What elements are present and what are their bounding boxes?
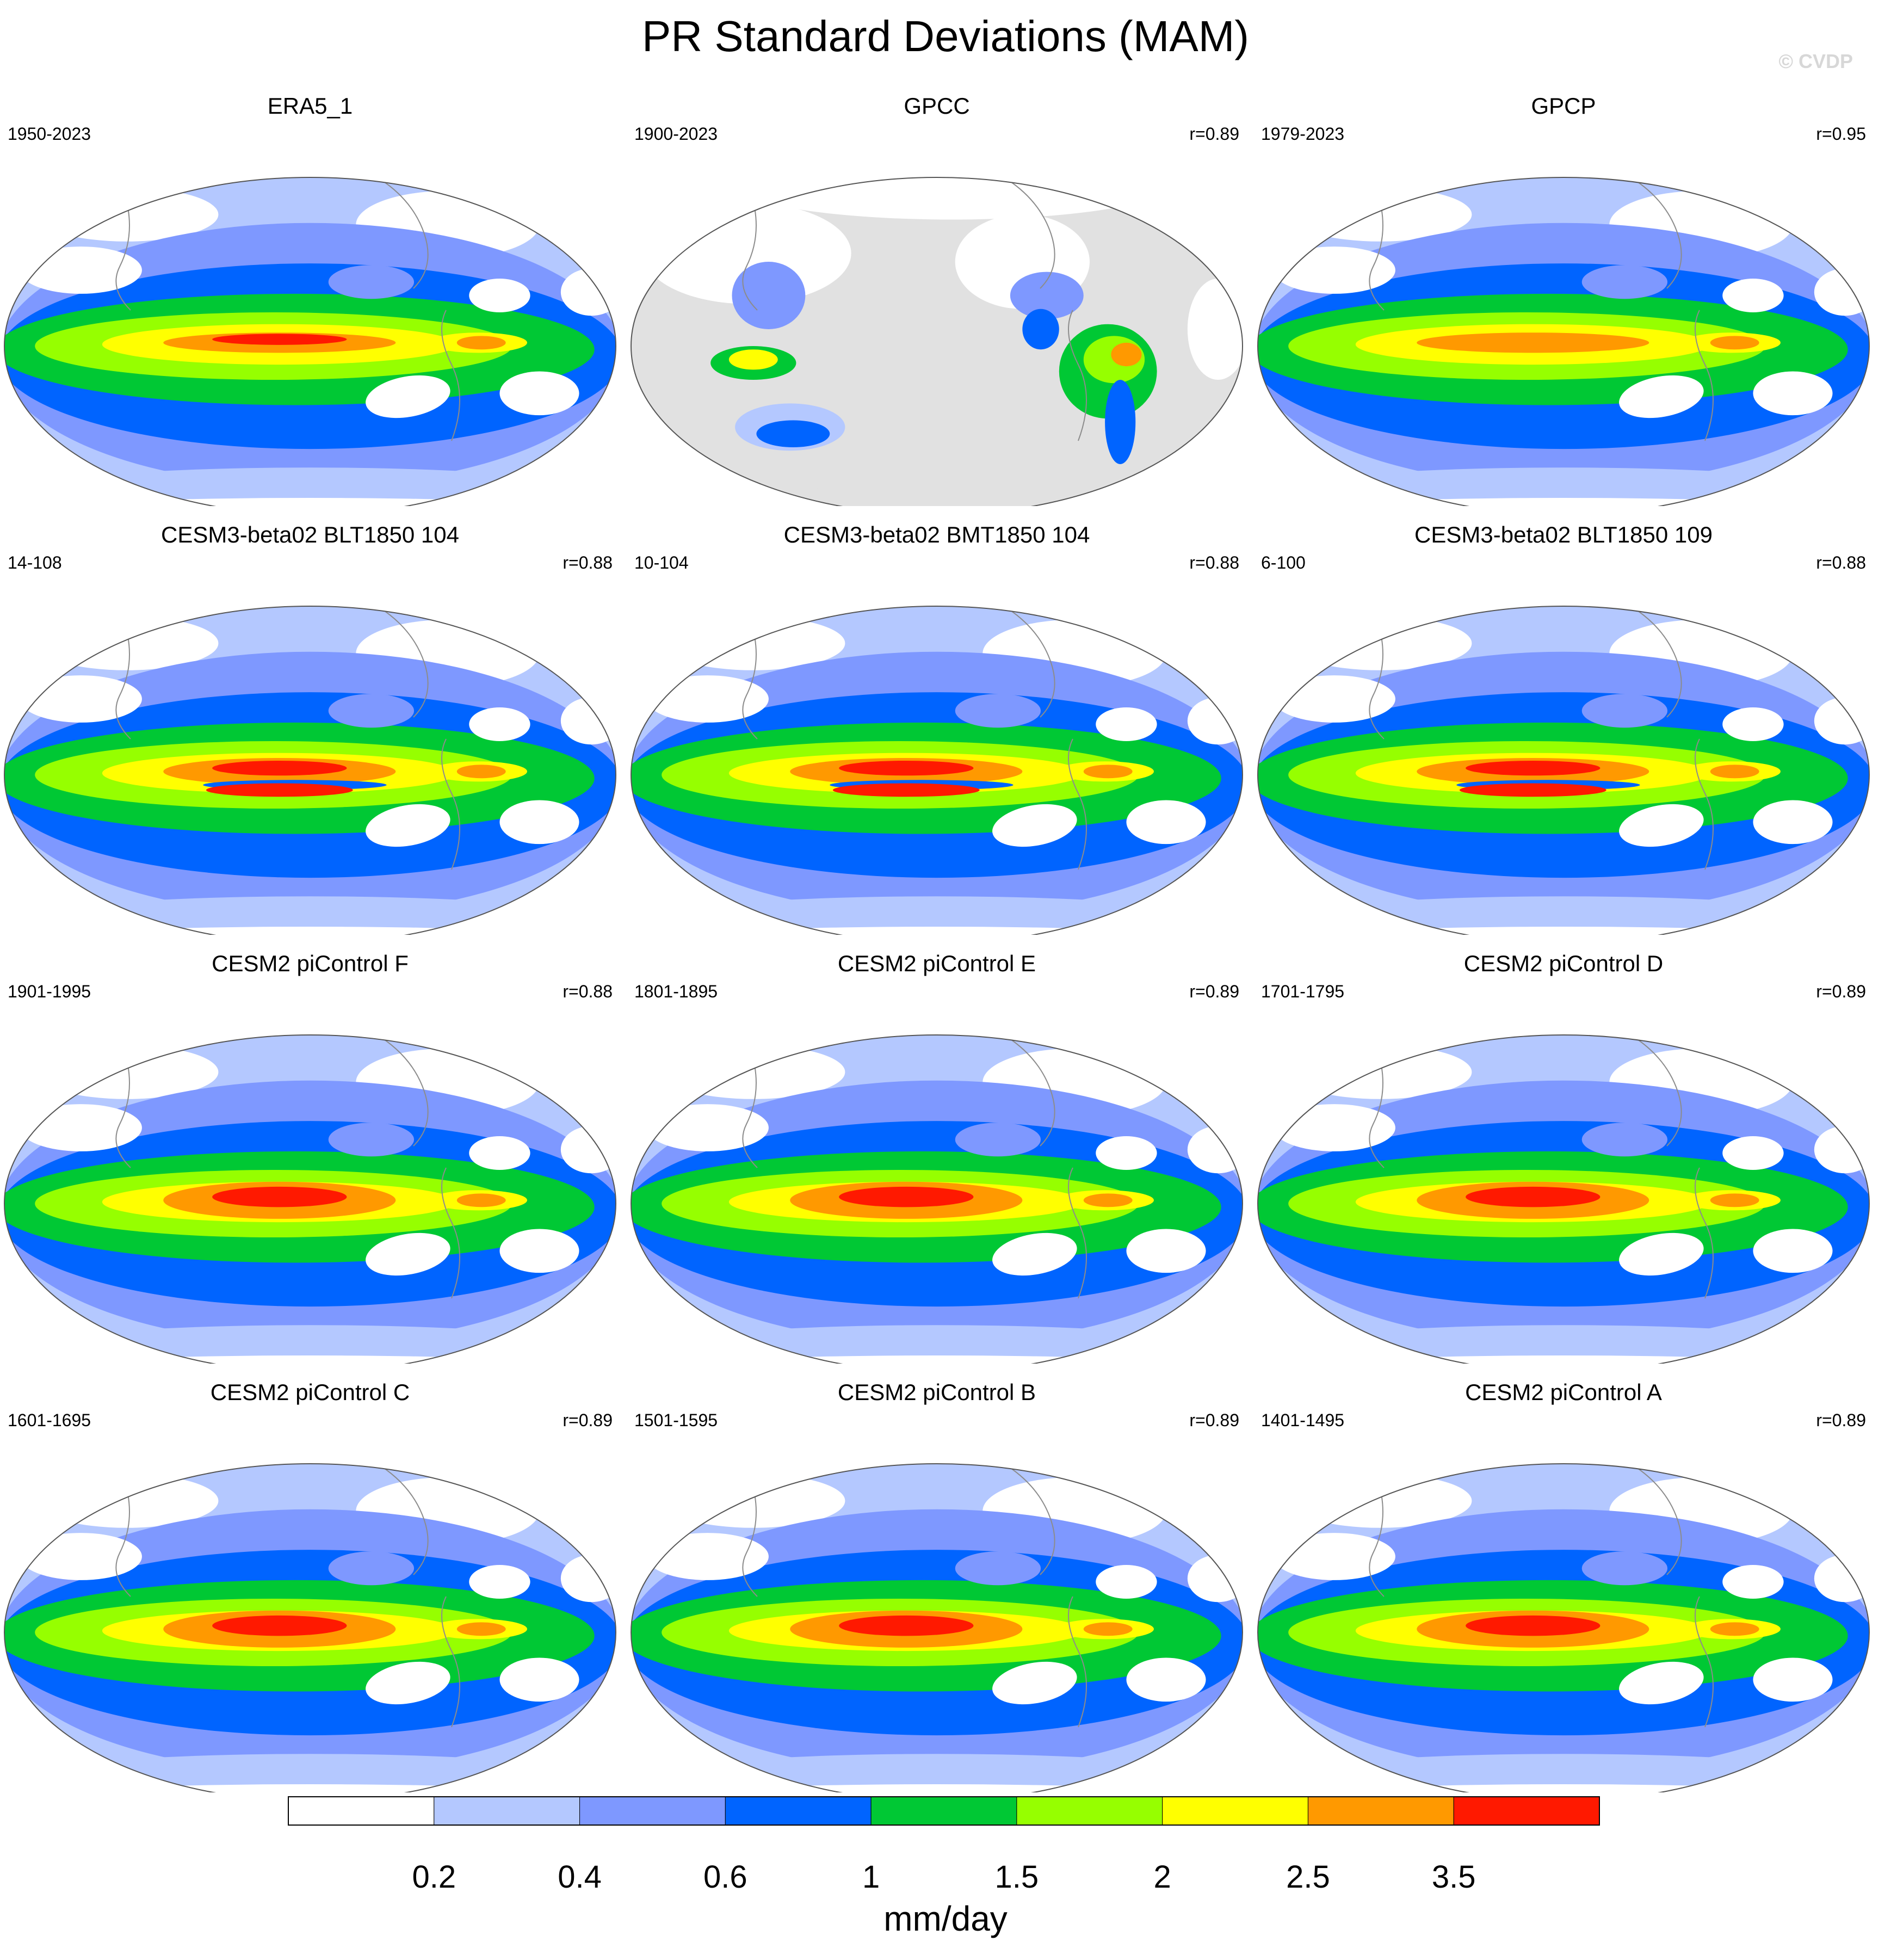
panel-correlation: r=0.88 xyxy=(1189,553,1239,572)
colorbar-tick-label: 1.5 xyxy=(994,1859,1039,1895)
panel-correlation: r=0.89 xyxy=(1816,1410,1866,1430)
panel-title: GPCC xyxy=(904,93,970,119)
map-panel: CESM2 piControl F 1901-1995 r=0.88 xyxy=(0,950,620,1364)
map-plot xyxy=(4,1463,616,1792)
panel-years: 14-108 xyxy=(8,553,62,572)
panel-title: ERA5_1 xyxy=(267,93,353,119)
panel-title: CESM2 piControl D xyxy=(1463,951,1664,976)
panel-years: 6-100 xyxy=(1261,553,1306,572)
panel-years: 1501-1595 xyxy=(634,1410,718,1430)
panel-title: CESM2 piControl A xyxy=(1465,1379,1662,1405)
panel-title: CESM2 piControl E xyxy=(837,951,1036,976)
map-panel: CESM2 piControl B 1501-1595 r=0.89 xyxy=(627,1379,1247,1792)
panel-title: CESM3-beta02 BLT1850 109 xyxy=(1414,522,1713,547)
map-plot xyxy=(4,177,616,506)
map-panel: CESM2 piControl E 1801-1895 r=0.89 xyxy=(627,950,1247,1364)
map-plot xyxy=(1257,1034,1870,1364)
colorbar-box xyxy=(434,1796,580,1826)
colorbar-tick-label: 2 xyxy=(1153,1859,1171,1895)
figure-title: PR Standard Deviations (MAM) xyxy=(642,12,1249,60)
panel-years: 1701-1795 xyxy=(1261,982,1345,1001)
map-panel: GPCP 1979-2023 r=0.95 xyxy=(1253,93,1874,506)
map-plot xyxy=(1257,177,1870,506)
panel-title: GPCP xyxy=(1531,93,1596,119)
map-panel: CESM3-beta02 BMT1850 104 10-104 r=0.88 xyxy=(627,521,1247,935)
colorbar-tick-label: 2.5 xyxy=(1286,1859,1330,1895)
panel-title: CESM2 piControl B xyxy=(837,1379,1036,1405)
map-plot xyxy=(631,1463,1243,1792)
panel-correlation: r=0.89 xyxy=(1816,982,1866,1001)
colorbar-box xyxy=(288,1796,435,1826)
colorbar-tick-label: 1 xyxy=(862,1859,880,1895)
panel-title: CESM2 piControl C xyxy=(210,1379,410,1405)
panel-years: 1979-2023 xyxy=(1261,124,1345,144)
map-plot xyxy=(4,606,616,935)
panel-years: 1801-1895 xyxy=(634,982,718,1001)
panel-correlation: r=0.89 xyxy=(1189,124,1239,144)
panel-title: CESM3-beta02 BMT1850 104 xyxy=(783,522,1090,547)
colorbar-box xyxy=(1453,1796,1600,1826)
map-plot xyxy=(4,1034,616,1364)
panel-correlation: r=0.89 xyxy=(563,1410,613,1430)
map-plot xyxy=(631,1034,1243,1364)
panel-correlation: r=0.89 xyxy=(1189,1410,1239,1430)
map-panel: CESM2 piControl A 1401-1495 r=0.89 xyxy=(1253,1379,1874,1792)
colorbar-units: mm/day xyxy=(883,1899,1008,1938)
map-panel: CESM3-beta02 BLT1850 104 14-108 r=0.88 xyxy=(0,521,620,935)
panel-correlation: r=0.88 xyxy=(563,553,613,572)
colorbar-box xyxy=(1162,1796,1308,1826)
panel-years: 1901-1995 xyxy=(8,982,91,1001)
panel-correlation: r=0.88 xyxy=(1816,553,1866,572)
map-panel: CESM2 piControl C 1601-1695 r=0.89 xyxy=(0,1379,620,1792)
map-plot xyxy=(631,606,1243,935)
colorbar-box xyxy=(579,1796,726,1826)
panel-years: 1601-1695 xyxy=(8,1410,91,1430)
colorbar-tick-label: 0.4 xyxy=(558,1859,602,1895)
map-panel: ERA5_1 1950-2023 xyxy=(0,93,620,506)
colorbar-tick-label: 0.2 xyxy=(412,1859,456,1895)
panel-years: 1950-2023 xyxy=(8,124,91,144)
map-panel: CESM3-beta02 BLT1850 109 6-100 r=0.88 xyxy=(1253,521,1874,935)
map-panel: CESM2 piControl D 1701-1795 r=0.89 xyxy=(1253,950,1874,1364)
map-plot xyxy=(1257,1463,1870,1792)
map-plot xyxy=(631,177,1243,506)
colorbar-tick-label: 0.6 xyxy=(703,1859,747,1895)
panel-years: 10-104 xyxy=(634,553,689,572)
panel-title: CESM3-beta02 BLT1850 104 xyxy=(161,522,459,547)
colorbar-box xyxy=(1307,1796,1454,1826)
colorbar-tick-label: 3.5 xyxy=(1431,1859,1476,1895)
panel-years: 1900-2023 xyxy=(634,124,718,144)
panel-years: 1401-1495 xyxy=(1261,1410,1345,1430)
colorbar-box xyxy=(870,1796,1017,1826)
map-plot xyxy=(1257,606,1870,935)
colorbar-box xyxy=(1016,1796,1163,1826)
panel-title: CESM2 piControl F xyxy=(212,951,409,976)
map-panel: GPCC 1900-2023 r=0.89 xyxy=(627,93,1247,506)
watermark: © CVDP xyxy=(1778,50,1853,72)
panel-correlation: r=0.89 xyxy=(1189,982,1239,1001)
panel-correlation: r=0.95 xyxy=(1816,124,1866,144)
colorbar-box xyxy=(725,1796,872,1826)
panel-correlation: r=0.88 xyxy=(563,982,613,1001)
